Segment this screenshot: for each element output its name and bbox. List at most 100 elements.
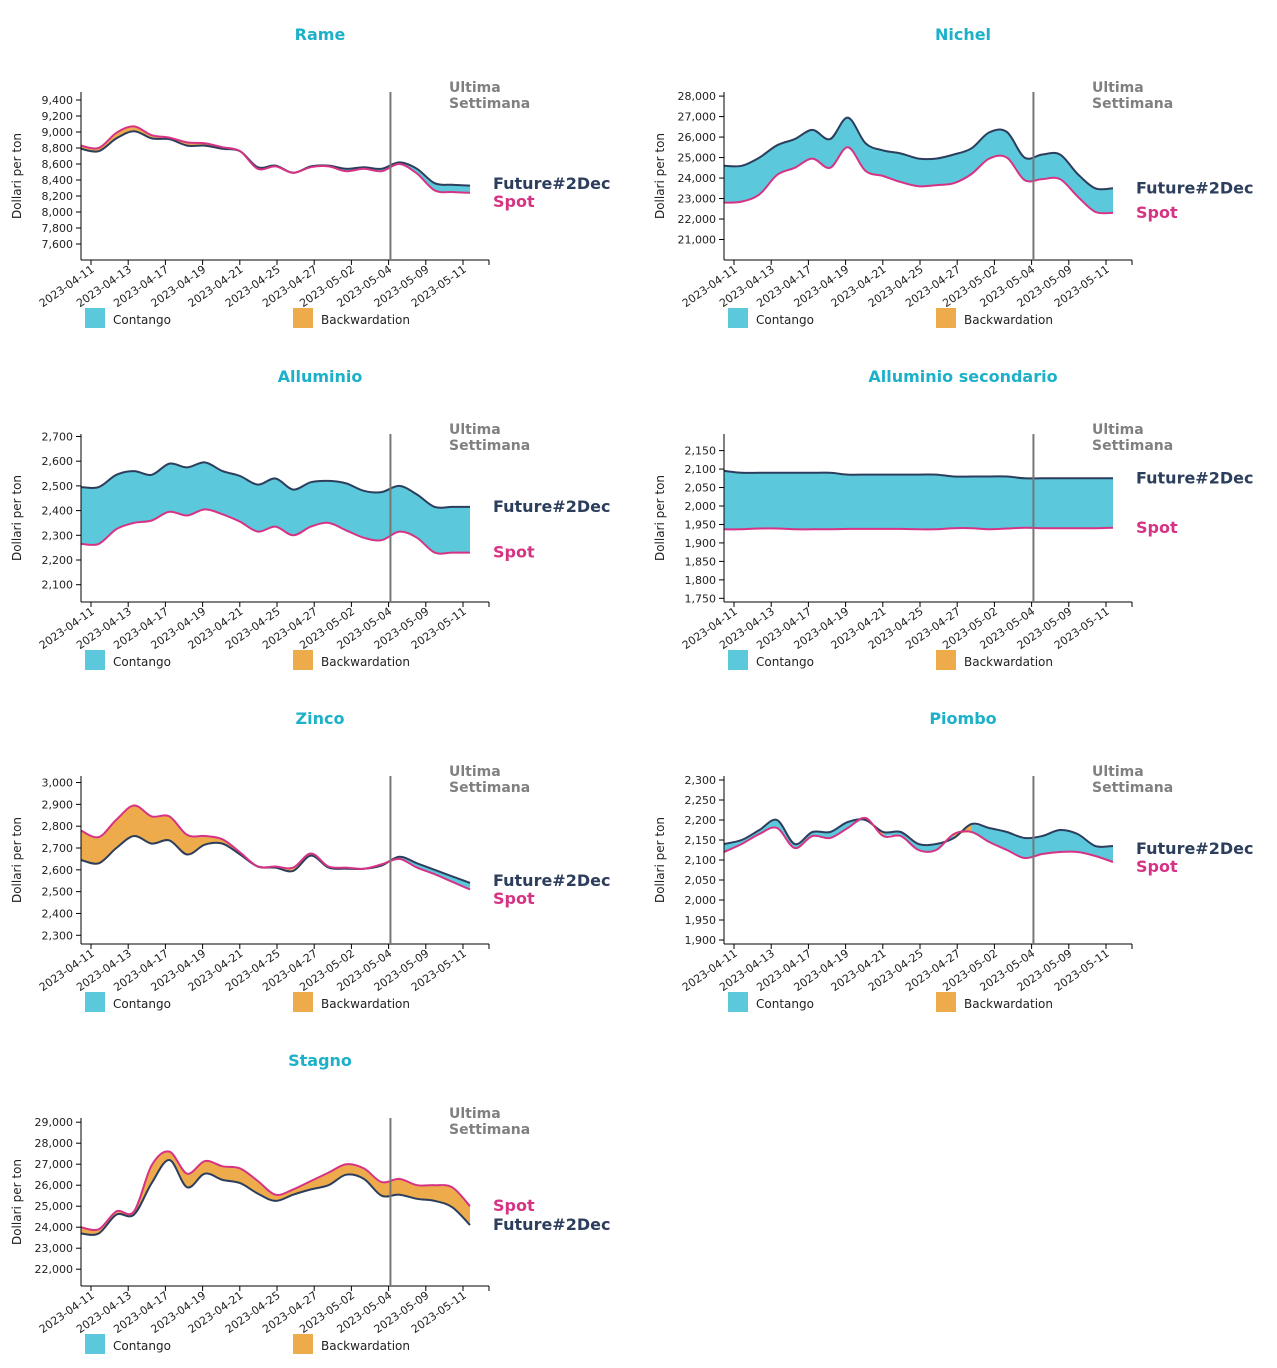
future-label: Future#2Dec xyxy=(493,174,610,193)
chart-panel-piombo: Piombo 1,900 1,950 2,000 2,050 2,100 2,150 2,20… xyxy=(643,684,1277,1026)
y-tick-label: 25,000 xyxy=(678,152,717,165)
y-tick-label: 2,600 xyxy=(42,864,74,877)
y-tick-label: 24,000 xyxy=(678,172,717,185)
chart-panel-rame: Rame 7,600 7,800 8,000 8,200 8,400 8,600 8,800 9… xyxy=(0,0,640,342)
y-tick-label: 25,000 xyxy=(35,1200,74,1213)
annotation-ultima: Ultima xyxy=(449,80,501,96)
y-tick-label: 2,000 xyxy=(685,894,717,907)
chart-panel-stagno: Stagno 22,000 23,000 24,000 25,000 26,000 27,0… xyxy=(0,1026,640,1368)
future-line xyxy=(80,834,471,884)
annotation-settimana: Settimana xyxy=(449,438,530,454)
contango-band xyxy=(81,462,470,554)
y-tick-label: 8,800 xyxy=(42,142,74,155)
y-tick-label: 2,100 xyxy=(685,463,717,476)
chart-title: Alluminio xyxy=(278,367,363,386)
y-tick-label: 2,200 xyxy=(685,814,717,827)
chart-svg-rame: Rame 7,600 7,800 8,000 8,200 8,400 8,600 8,800 9… xyxy=(10,25,610,328)
chart-svg-alluminio-secondario: Alluminio secondario 1,750 1,800 1,850 1,900… xyxy=(653,367,1253,670)
legend-contango-label: Contango xyxy=(756,313,814,327)
chart-svg-alluminio: Alluminio 2,100 2,200 2,300 2,400 2,500 2,600 2… xyxy=(10,367,610,670)
chart-panel-zinco: Zinco 2,300 2,400 2,500 2,600 2,700 2,800 2,900… xyxy=(0,684,640,1026)
y-tick-label: 23,000 xyxy=(35,1242,74,1255)
chart-panel-nichel: Nichel 21,000 22,000 23,000 24,000 25,000 26,0… xyxy=(643,0,1277,342)
y-tick-label: 29,000 xyxy=(35,1116,74,1129)
legend-backwardation-label: Backwardation xyxy=(964,655,1053,669)
y-axis-label: Dollari per ton xyxy=(10,1159,24,1245)
legend-contango-label: Contango xyxy=(756,997,814,1011)
y-tick-label: 1,950 xyxy=(685,518,717,531)
backwardation-band xyxy=(81,805,258,867)
future-line xyxy=(80,1159,471,1236)
spot-label: Spot xyxy=(493,1196,535,1215)
y-tick-label: 28,000 xyxy=(678,90,717,103)
contango-band xyxy=(240,151,470,193)
legend-backwardation-label: Backwardation xyxy=(964,997,1053,1011)
chart-svg-nichel: Nichel 21,000 22,000 23,000 24,000 25,000 26,0… xyxy=(653,25,1253,328)
legend-contango-swatch xyxy=(728,650,748,670)
annotation-ultima: Ultima xyxy=(449,422,501,438)
spot-line xyxy=(723,146,1114,215)
y-tick-label: 2,000 xyxy=(685,500,717,513)
y-tick-label: 9,400 xyxy=(42,94,74,107)
y-tick-label: 2,700 xyxy=(42,430,74,443)
legend-contango-swatch xyxy=(728,308,748,328)
y-tick-label: 3,000 xyxy=(42,777,74,790)
y-tick-label: 22,000 xyxy=(35,1263,74,1276)
y-tick-label: 2,400 xyxy=(42,907,74,920)
y-tick-label: 7,800 xyxy=(42,222,74,235)
annotation-settimana: Settimana xyxy=(449,1122,530,1138)
y-tick-label: 2,100 xyxy=(685,854,717,867)
y-tick-label: 1,900 xyxy=(685,934,717,947)
annotation-ultima: Ultima xyxy=(1092,80,1144,96)
spot-line xyxy=(80,125,471,194)
y-tick-label: 21,000 xyxy=(678,234,717,247)
y-axis-label: Dollari per ton xyxy=(10,475,24,561)
annotation-ultima: Ultima xyxy=(1092,764,1144,780)
chart-svg-zinco: Zinco 2,300 2,400 2,500 2,600 2,700 2,800 2,900… xyxy=(10,709,610,1012)
y-tick-label: 1,750 xyxy=(685,592,717,605)
y-tick-label: 26,000 xyxy=(678,131,717,144)
legend-contango-label: Contango xyxy=(113,1339,171,1353)
spot-line xyxy=(723,816,1114,863)
y-tick-label: 2,500 xyxy=(42,886,74,899)
future-line xyxy=(80,461,470,509)
chart-svg-piombo: Piombo 1,900 1,950 2,000 2,050 2,100 2,150 2,20… xyxy=(653,709,1253,1012)
y-tick-label: 24,000 xyxy=(35,1221,74,1234)
legend-contango-label: Contango xyxy=(113,313,171,327)
y-tick-label: 2,200 xyxy=(42,554,74,567)
y-tick-label: 28,000 xyxy=(35,1137,74,1150)
y-tick-label: 2,100 xyxy=(42,579,74,592)
y-axis-label: Dollari per ton xyxy=(10,817,24,903)
spot-line xyxy=(723,526,1114,531)
y-tick-label: 2,300 xyxy=(42,529,74,542)
annotation-ultima: Ultima xyxy=(449,764,501,780)
y-tick-label: 27,000 xyxy=(35,1158,74,1171)
chart-title: Rame xyxy=(295,25,346,44)
legend-contango-label: Contango xyxy=(756,655,814,669)
annotation-ultima: Ultima xyxy=(449,1106,501,1122)
y-tick-label: 26,000 xyxy=(35,1179,74,1192)
legend-contango-swatch xyxy=(85,308,105,328)
legend-contango-label: Contango xyxy=(113,655,171,669)
y-tick-label: 2,050 xyxy=(685,482,717,495)
chart-panel-alluminio-secondario: Alluminio secondario 1,750 1,800 1,850 1,900… xyxy=(643,342,1277,684)
y-tick-label: 9,000 xyxy=(42,126,74,139)
y-tick-label: 2,900 xyxy=(42,798,74,811)
contango-band xyxy=(971,824,1113,862)
legend-contango-label: Contango xyxy=(113,997,171,1011)
legend-contango-swatch xyxy=(85,992,105,1012)
spot-label: Spot xyxy=(1136,518,1178,537)
annotation-settimana: Settimana xyxy=(449,780,530,796)
annotation-settimana: Settimana xyxy=(1092,438,1173,454)
legend-backwardation-label: Backwardation xyxy=(964,313,1053,327)
future-line xyxy=(723,469,1113,480)
y-tick-label: 1,850 xyxy=(685,555,717,568)
chart-svg-stagno: Stagno 22,000 23,000 24,000 25,000 26,000 27,0… xyxy=(10,1051,610,1354)
spot-label: Spot xyxy=(1136,857,1178,876)
legend-backwardation-swatch xyxy=(936,992,956,1012)
y-tick-label: 8,400 xyxy=(42,174,74,187)
y-tick-label: 9,200 xyxy=(42,110,74,123)
contango-band xyxy=(883,831,954,852)
annotation-ultima: Ultima xyxy=(1092,422,1144,438)
chart-title: Stagno xyxy=(288,1051,352,1070)
